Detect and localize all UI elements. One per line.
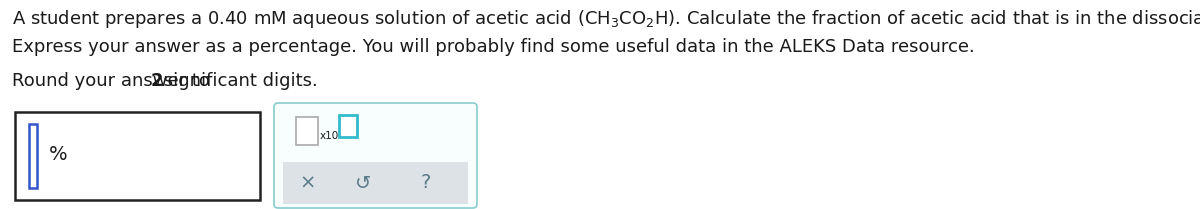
FancyBboxPatch shape xyxy=(274,103,478,208)
Text: ×: × xyxy=(300,173,316,192)
Text: Round your answer to: Round your answer to xyxy=(12,72,216,90)
Text: significant digits.: significant digits. xyxy=(158,72,318,90)
Text: Express your answer as a percentage. You will probably find some useful data in : Express your answer as a percentage. You… xyxy=(12,38,974,56)
FancyBboxPatch shape xyxy=(14,112,260,200)
FancyBboxPatch shape xyxy=(296,117,318,145)
Text: ↺: ↺ xyxy=(355,173,371,192)
FancyBboxPatch shape xyxy=(29,124,37,188)
FancyBboxPatch shape xyxy=(340,115,358,137)
Text: x10: x10 xyxy=(320,131,340,141)
Text: A student prepares a 0.40 mM aqueous solution of acetic acid $\left(\mathrm{CH_3: A student prepares a 0.40 mM aqueous sol… xyxy=(12,8,1200,30)
FancyBboxPatch shape xyxy=(283,162,468,204)
Text: ?: ? xyxy=(421,173,431,192)
Text: %: % xyxy=(49,144,67,163)
Text: 2: 2 xyxy=(151,72,163,90)
